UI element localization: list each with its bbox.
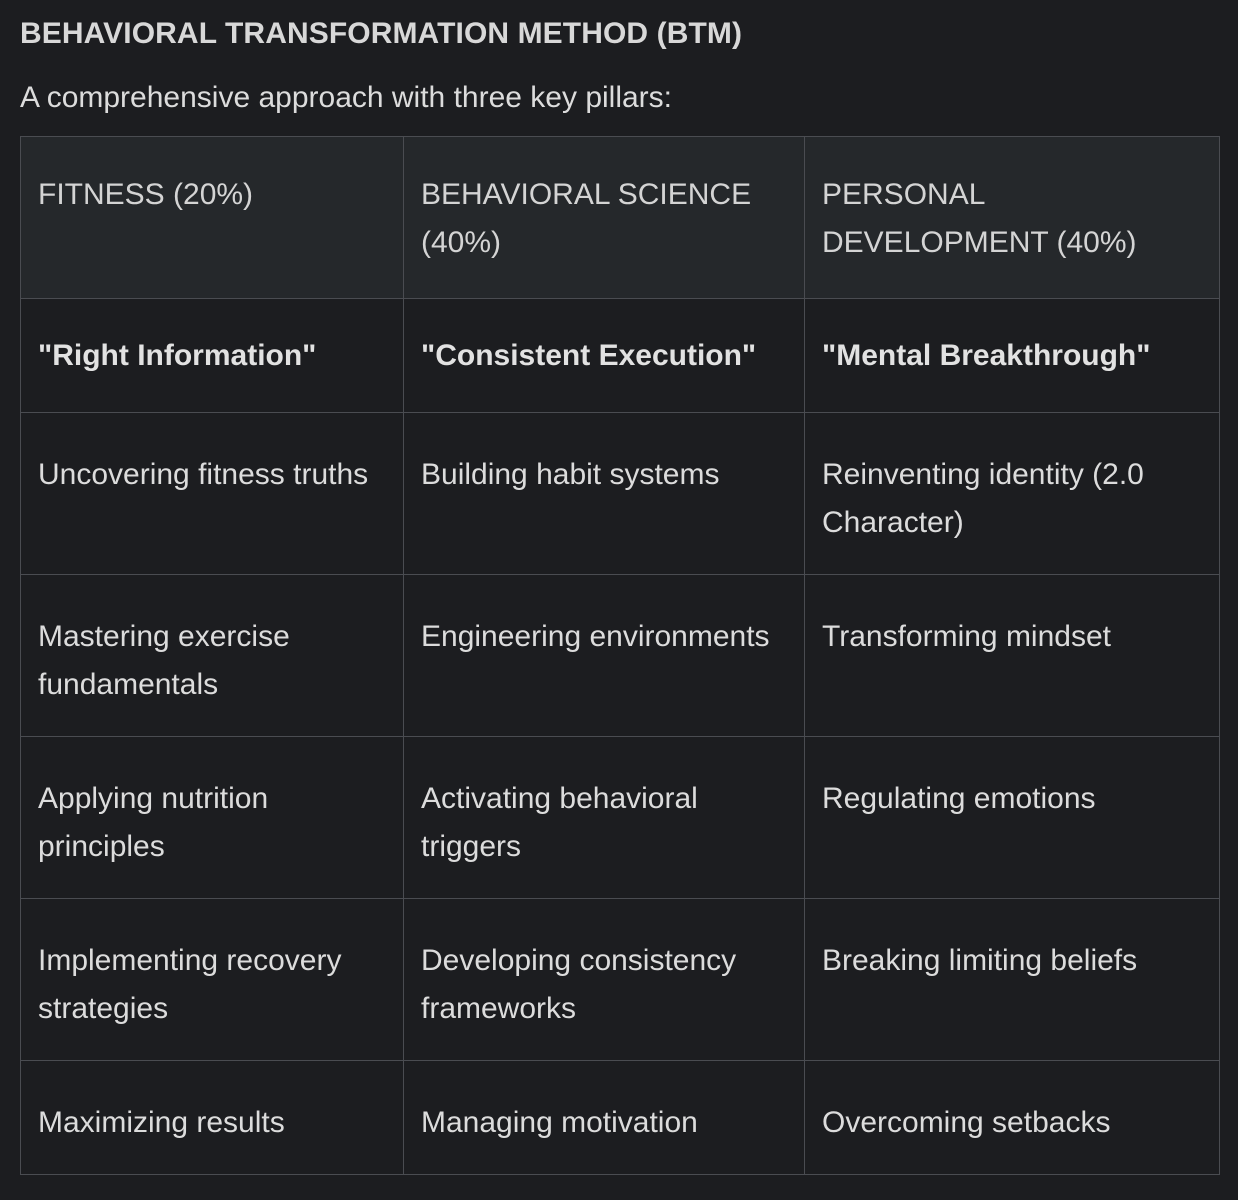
table-cell: Building habit systems — [403, 412, 805, 575]
table-cell: Activating behavioral triggers — [403, 736, 805, 899]
table-cell: Regulating emotions — [804, 736, 1220, 899]
document: BEHAVIORAL TRANSFORMATION METHOD (BTM) A… — [20, 0, 1220, 1175]
header-personal-development: PERSONAL DEVELOPMENT (40%) — [804, 136, 1220, 299]
document-title: BEHAVIORAL TRANSFORMATION METHOD (BTM) — [20, 17, 743, 50]
table-row: Uncovering fitness truths Building habit… — [20, 412, 1220, 575]
table-cell: Developing consistency frameworks — [403, 898, 805, 1061]
table-row: Applying nutrition principles Activating… — [20, 736, 1220, 899]
motto-row: "Right Information" "Consistent Executio… — [20, 298, 1220, 413]
table-cell: Breaking limiting beliefs — [804, 898, 1220, 1061]
table-cell: Transforming mindset — [804, 574, 1220, 737]
table-row: Maximizing results Managing motivation O… — [20, 1060, 1220, 1175]
table-cell: Overcoming setbacks — [804, 1060, 1220, 1175]
motto-personal-development: "Mental Breakthrough" — [804, 298, 1220, 413]
motto-behavioral-science: "Consistent Execution" — [403, 298, 805, 413]
table-row: Implementing recovery strategies Develop… — [20, 898, 1220, 1061]
table-cell: Implementing recovery strategies — [20, 898, 404, 1061]
table-cell: Engineering environments — [403, 574, 805, 737]
table-cell: Maximizing results — [20, 1060, 404, 1175]
table-header-row: FITNESS (20%) BEHAVIORAL SCIENCE (40%) P… — [20, 136, 1220, 299]
document-subtitle: A comprehensive approach with three key … — [20, 81, 673, 114]
header-behavioral-science: BEHAVIORAL SCIENCE (40%) — [403, 136, 805, 299]
table-cell: Managing motivation — [403, 1060, 805, 1175]
pillars-table: FITNESS (20%) BEHAVIORAL SCIENCE (40%) P… — [20, 136, 1220, 1175]
table-cell: Uncovering fitness truths — [20, 412, 404, 575]
motto-fitness: "Right Information" — [20, 298, 404, 413]
header-fitness: FITNESS (20%) — [20, 136, 404, 299]
table-cell: Reinventing identity (2.0 Character) — [804, 412, 1220, 575]
table-row: Mastering exercise fundamentals Engineer… — [20, 574, 1220, 737]
table-cell: Mastering exercise fundamentals — [20, 574, 404, 737]
table-cell: Applying nutrition principles — [20, 736, 404, 899]
